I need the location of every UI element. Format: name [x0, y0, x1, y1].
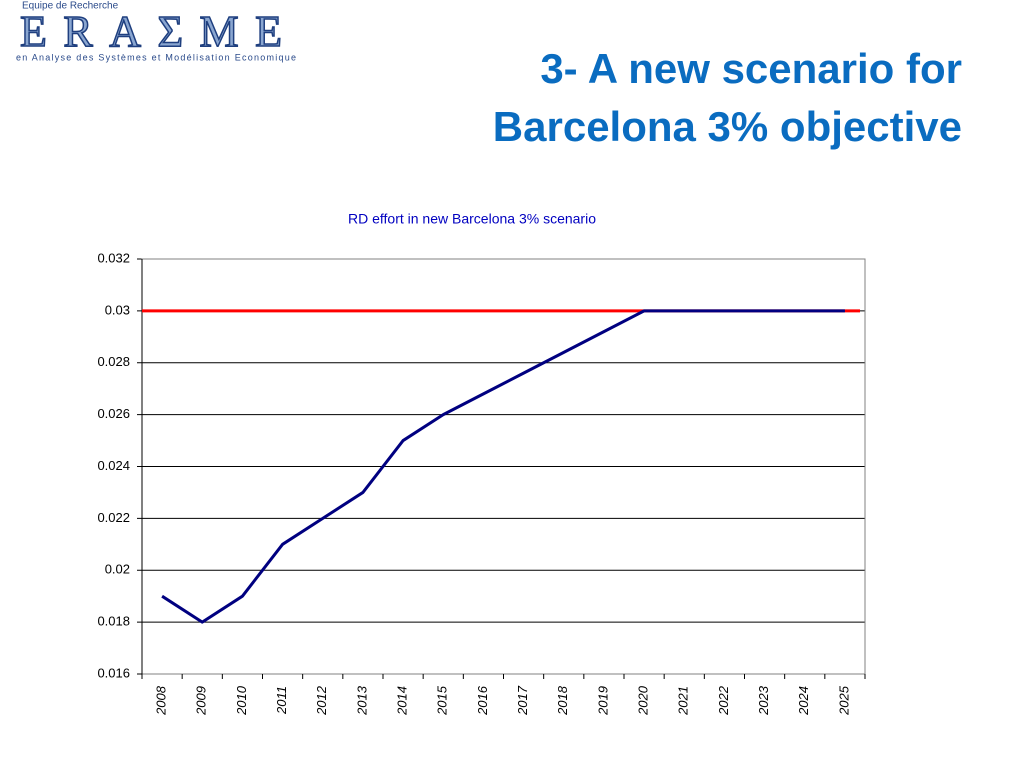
- y-tick-label: 0.026: [97, 406, 130, 421]
- x-tick-label: 2024: [796, 686, 811, 716]
- x-tick-label: 2014: [395, 686, 410, 716]
- y-tick-label: 0.018: [97, 614, 130, 629]
- logo-name: ERAΣME: [20, 7, 282, 56]
- x-tick-label: 2008: [154, 685, 169, 716]
- x-tick-label: 2009: [194, 686, 209, 716]
- x-tick-label: 2023: [756, 685, 771, 716]
- x-tick-label: 2025: [836, 685, 851, 716]
- x-tick-label: 2021: [676, 686, 691, 716]
- x-tick-label: 2018: [555, 685, 570, 716]
- y-tick-label: 0.028: [97, 354, 130, 369]
- chart-title: RD effort in new Barcelona 3% scenario: [348, 211, 596, 227]
- x-tick-label: 2020: [636, 685, 651, 716]
- data-line: [161, 309, 845, 624]
- y-tick-label: 0.022: [97, 510, 130, 525]
- x-tick-label: 2013: [354, 685, 369, 716]
- slide-title: Barcelona 3% objective: [493, 103, 962, 150]
- y-tick-label: 0.016: [97, 665, 130, 680]
- x-tick-label: 2019: [595, 686, 610, 716]
- x-tick-label: 2017: [515, 685, 530, 716]
- y-tick-label: 0.032: [97, 250, 130, 265]
- x-tick-label: 2015: [435, 685, 450, 716]
- logo-top: Equipe de Recherche: [22, 1, 119, 12]
- x-tick-label: 2016: [475, 685, 490, 716]
- x-tick-label: 2011: [274, 686, 289, 715]
- y-tick-label: 0.03: [105, 302, 130, 317]
- x-tick-label: 2022: [716, 685, 731, 716]
- logo-bottom: en Analyse des Systèmes et Modélisation …: [16, 52, 296, 62]
- x-tick-label: 2010: [234, 685, 249, 716]
- y-tick-label: 0.024: [97, 458, 130, 473]
- slide-title: 3- A new scenario for: [540, 45, 962, 92]
- y-tick-label: 0.02: [105, 562, 130, 577]
- x-tick-label: 2012: [314, 685, 329, 716]
